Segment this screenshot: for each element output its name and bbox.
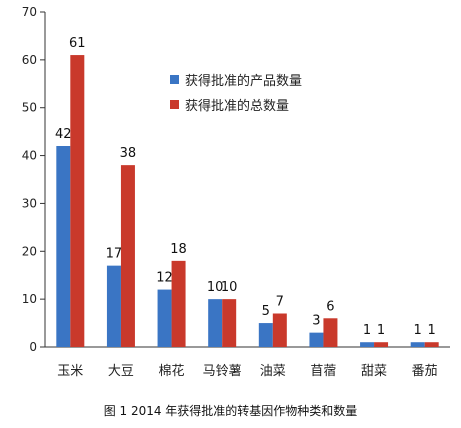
value-label: 12 [156,271,173,286]
value-label: 1 [377,323,385,338]
category-label: 玉米 [57,364,83,379]
category-label: 油菜 [260,364,286,379]
y-tick-label: 10 [22,292,37,306]
legend-label: 获得批准的产品数量 [185,73,302,89]
bar-total [374,342,389,347]
bar-products [208,299,223,347]
value-label: 42 [55,127,72,142]
category-label: 苜蓿 [310,364,336,379]
category-label: 番茄 [412,364,438,379]
y-axis: 0 10 20 30 40 50 60 70 [22,5,46,354]
value-label: 18 [170,242,187,257]
category-label: 马铃薯 [203,364,242,379]
bar-products [157,289,172,347]
legend-swatch [170,100,179,109]
bar-total [424,342,439,347]
bar-products [258,323,273,347]
y-tick-label: 70 [22,5,37,19]
bar-total [120,165,135,347]
bar-products [309,332,324,347]
value-label: 5 [262,304,270,319]
value-label: 6 [326,299,334,314]
value-label: 3 [312,314,320,329]
y-tick-label: 0 [29,340,37,354]
bars [56,55,439,347]
figure-caption: 图 1 2014 年获得批准的转基因作物种类和数量 [103,404,358,418]
category-label: 甜菜 [361,363,387,379]
legend-label: 获得批准的总数量 [185,98,289,114]
bar-total [222,299,237,347]
bar-total [323,318,338,347]
x-axis: 玉米 大豆 棉花 马铃薯 油菜 苜蓿 甜菜 番茄 [45,346,450,379]
value-label: 17 [106,247,123,262]
bar-total [272,313,287,347]
bar-products [410,342,425,347]
value-label: 7 [276,295,284,310]
legend-swatch [170,75,179,84]
value-label: 61 [69,36,86,51]
value-label: 10 [221,280,238,295]
category-label: 棉花 [159,363,185,379]
y-tick-label: 60 [22,53,37,67]
value-label: 1 [363,323,371,338]
value-label: 1 [428,323,436,338]
y-tick-label: 50 [22,101,37,115]
bar-products [106,265,121,347]
bar-products [360,342,375,347]
y-tick-label: 30 [22,196,37,210]
bar-total [171,260,186,347]
value-label: 10 [207,280,224,295]
value-label: 38 [120,146,137,161]
y-tick-label: 20 [22,244,37,258]
y-tick-label: 40 [22,149,37,163]
bar-products [56,146,71,347]
value-label: 1 [414,323,422,338]
bar-total [70,55,85,347]
category-label: 大豆 [108,364,134,379]
